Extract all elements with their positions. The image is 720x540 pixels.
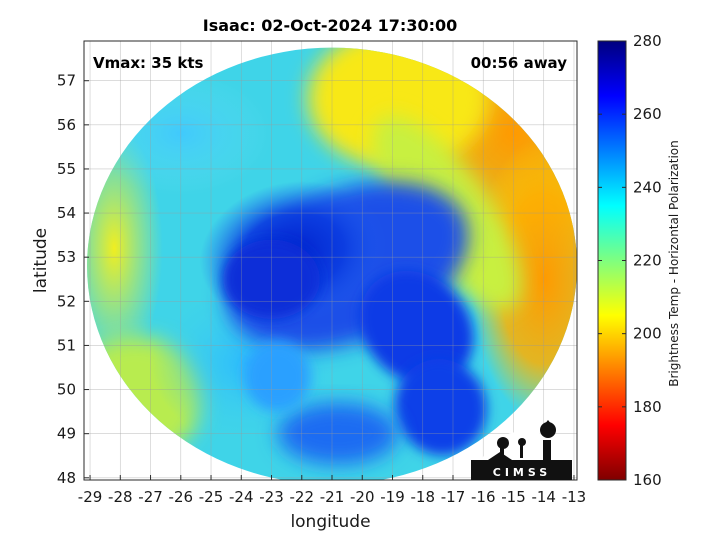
x-tick-label: -27 (138, 488, 163, 506)
y-tick-label: 48 (57, 469, 76, 487)
colorbar-tick-label: 240 (633, 178, 662, 196)
colorbar-tick-label: 220 (633, 252, 662, 270)
time-away-annotation: 00:56 away (471, 54, 568, 72)
colorbar-tick-label: 200 (633, 325, 662, 343)
y-tick-label: 49 (57, 425, 76, 443)
x-tick-label: -23 (259, 488, 284, 506)
y-tick-label: 55 (57, 160, 76, 178)
colorbar-label: Brightness Temp - Horizontal Polarizatio… (667, 140, 681, 387)
x-tick-label: -13 (562, 488, 587, 506)
x-tick-label: -16 (471, 488, 496, 506)
inner-clear-slot (244, 341, 311, 412)
colorbar: 280 260 240 220 200 180 160 Brightness Temp - … (597, 32, 681, 489)
y-tick-label: 57 (57, 72, 76, 90)
x-axis-label: longitude (290, 512, 370, 532)
x-tick-label: -25 (199, 488, 224, 506)
colorbar-gradient (597, 40, 627, 481)
y-tick-label: 54 (57, 204, 76, 222)
colorbar-tick-label: 280 (633, 32, 662, 50)
x-tick-label: -14 (531, 488, 556, 506)
x-tick-label: -22 (290, 488, 315, 506)
x-tick-label: -19 (380, 488, 405, 506)
colorbar-tick-label: 160 (633, 471, 662, 489)
x-tick-label: -26 (169, 488, 194, 506)
chart-title: Isaac: 02-Oct-2024 17:30:00 (203, 16, 458, 35)
y-tick-label: 56 (57, 116, 76, 134)
spiral-band-east (359, 270, 474, 385)
x-tick-label: -28 (108, 488, 133, 506)
vmax-annotation: Vmax: 35 kts (93, 54, 203, 72)
x-tick-label: -17 (441, 488, 466, 506)
x-tick-label: -21 (320, 488, 345, 506)
cimss-logo: CIMSS (471, 420, 572, 480)
x-tick-label: -29 (78, 488, 103, 506)
plot-area[interactable]: -29 -28 -27 -26 -25 -24 -23 -22 -21 -20 -19 -18 -17-… (57, 0, 709, 525)
y-tick-label: 50 (57, 381, 76, 399)
x-tick-label: -18 (410, 488, 435, 506)
x-axis-ticks: -29 -28 -27 -26 -25 -24 -23 -22 -21 -20 -19 -18 -17-… (78, 475, 586, 506)
y-axis-ticks: 48 49 50 51 52 53 54 55 56 57 (57, 72, 89, 487)
colorbar-tick-label: 180 (633, 398, 662, 416)
x-tick-label: -15 (501, 488, 526, 506)
cimss-logo-text: CIMSS (493, 466, 551, 479)
x-tick-label: -20 (350, 488, 375, 506)
y-axis-label: latitude (31, 228, 51, 293)
x-tick-label: -24 (229, 488, 254, 506)
y-tick-label: 51 (57, 336, 76, 354)
spiral-band-south (395, 359, 487, 456)
y-tick-label: 52 (57, 292, 76, 310)
axes-frame (83, 40, 578, 481)
colorbar-ticks: 280 260 240 220 200 180 160 (598, 32, 662, 489)
y-tick-label: 53 (57, 248, 76, 266)
colorbar-tick-label: 260 (633, 105, 662, 123)
